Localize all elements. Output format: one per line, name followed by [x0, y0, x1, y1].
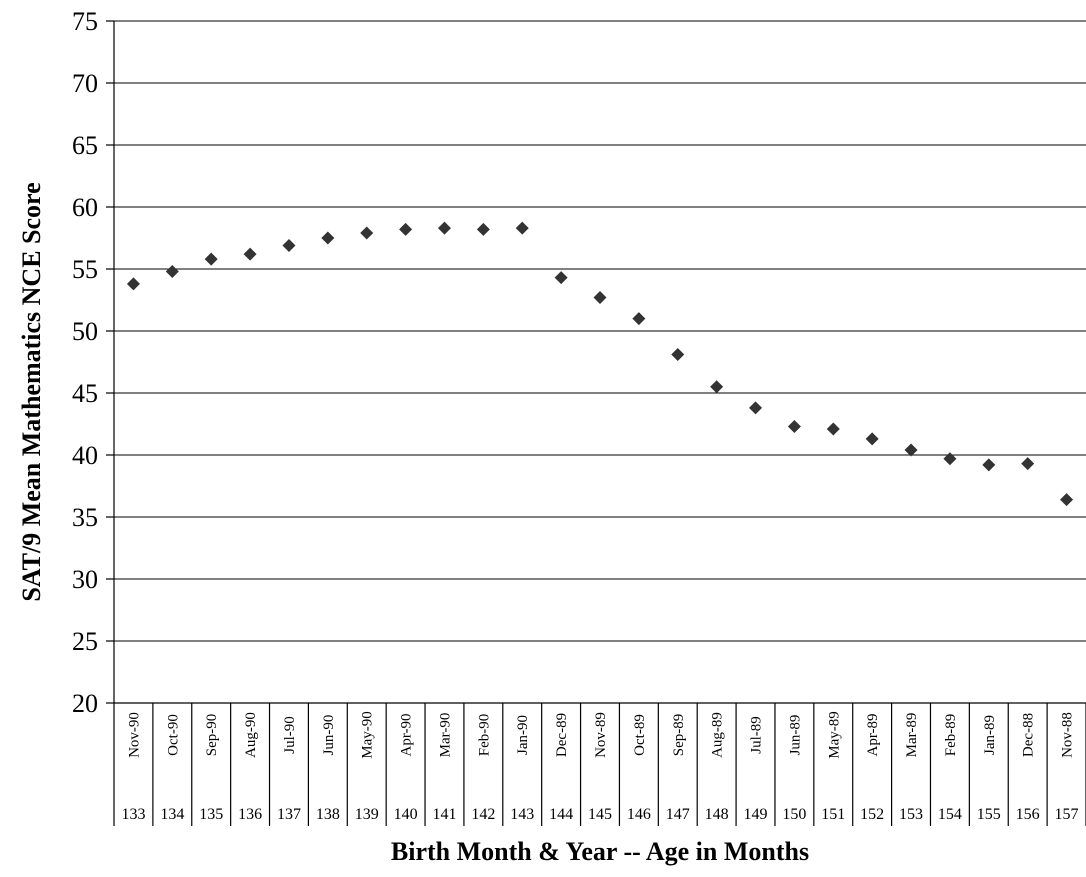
data-point — [126, 277, 140, 291]
data-point — [671, 348, 685, 362]
x-tick-label-age: 147 — [666, 806, 690, 823]
x-tick-label-month: Feb-90 — [476, 714, 492, 757]
x-tick-label-age: 148 — [705, 806, 729, 823]
data-point — [826, 422, 840, 436]
x-tick-label-age: 133 — [121, 806, 145, 823]
x-tick-label-month: Apr-89 — [865, 713, 881, 756]
x-tick-label-month: Mar-90 — [437, 713, 453, 758]
x-tick-label-age: 153 — [899, 806, 923, 823]
x-tick-label-age: 141 — [432, 806, 456, 823]
x-tick-label-month: Aug-89 — [710, 712, 726, 758]
x-tick-label-age: 142 — [471, 806, 495, 823]
data-point — [904, 443, 918, 457]
y-tick-labels: 20 25 30 35 40 45 50 55 60 65 70 75 — [72, 7, 98, 718]
x-tick-label-month: Jan-89 — [982, 715, 998, 755]
data-point — [399, 222, 413, 236]
x-tick-label-month: Feb-89 — [943, 714, 959, 757]
data-point — [865, 432, 879, 446]
data-point — [1060, 493, 1074, 507]
data-point — [282, 238, 296, 252]
data-point — [165, 264, 179, 278]
data-point — [943, 452, 957, 466]
data-point — [710, 380, 724, 394]
data-point — [476, 222, 490, 236]
data-point — [1021, 457, 1035, 471]
y-tick-label: 70 — [72, 69, 98, 98]
x-tick-label-month: Oct-90 — [165, 714, 181, 756]
x-tick-label-age: 143 — [510, 806, 534, 823]
x-tick-label-age: 138 — [316, 806, 340, 823]
x-tick-label-month: Dec-88 — [1021, 713, 1037, 757]
x-tick-label-age: 139 — [355, 806, 379, 823]
x-tick-label-month: Sep-89 — [671, 714, 687, 757]
x-tick-label-age: 145 — [588, 806, 612, 823]
data-point — [787, 419, 801, 433]
y-tick-label: 60 — [72, 193, 98, 222]
x-tick-label-month: Apr-90 — [399, 713, 415, 756]
x-tick-label-month: Jul-90 — [282, 716, 298, 754]
x-tick-label-age: 146 — [627, 806, 651, 823]
gridlines — [106, 20, 1086, 704]
data-point — [437, 221, 451, 235]
x-tick-label-age: 136 — [238, 806, 262, 823]
x-tick-label-month: May-90 — [360, 711, 376, 759]
x-tick-label-month: Sep-90 — [204, 714, 220, 757]
x-tick-label-month: Aug-90 — [243, 712, 259, 758]
x-tick-label-month: Mar-89 — [904, 713, 920, 758]
data-point — [515, 221, 529, 235]
y-tick-label: 25 — [72, 627, 98, 656]
x-tick-label-month: May-89 — [826, 711, 842, 759]
x-tick-label-month: Jan-90 — [515, 715, 531, 755]
x-tick-label-month: Oct-89 — [632, 714, 648, 756]
y-tick-label: 45 — [72, 379, 98, 408]
x-tick-label-month: Dec-89 — [554, 713, 570, 757]
data-point — [982, 458, 996, 472]
y-tick-label: 20 — [72, 689, 98, 718]
x-tick-label-age: 149 — [744, 806, 768, 823]
x-tick-label-month: Nov-90 — [126, 712, 142, 758]
x-tick-label-age: 137 — [277, 806, 301, 823]
data-point — [243, 247, 257, 261]
y-axis-title: SAT/9 Mean Mathematics NCE Score — [17, 182, 46, 601]
x-tick-label-age: 151 — [821, 806, 845, 823]
y-tick-label: 30 — [72, 565, 98, 594]
y-tick-label: 40 — [72, 441, 98, 470]
x-tick-label-month: Jul-89 — [749, 716, 765, 754]
x-tick-label-age: 157 — [1055, 806, 1079, 823]
x-tick-label-age: 134 — [160, 806, 184, 823]
x-axis-title: Birth Month & Year -- Age in Months — [391, 837, 809, 866]
y-tick-label: 55 — [72, 255, 98, 284]
x-category-labels: Nov-90 133 Oct-90 134 Sep-90 135 Aug-90 136 Jul-… — [113, 703, 1086, 826]
x-tick-label-age: 156 — [1016, 806, 1040, 823]
data-points — [126, 221, 1074, 507]
x-tick-label-age: 152 — [860, 806, 884, 823]
y-tick-label: 35 — [72, 503, 98, 532]
data-point — [632, 312, 646, 326]
x-tick-label-age: 155 — [977, 806, 1001, 823]
x-tick-label-age: 144 — [549, 806, 573, 823]
data-point — [360, 226, 374, 240]
x-tick-label-month: Nov-89 — [593, 712, 609, 758]
data-point — [593, 291, 607, 305]
data-point — [554, 271, 568, 285]
y-tick-label: 75 — [72, 7, 98, 36]
x-tick-label-month: Nov-88 — [1060, 712, 1076, 758]
y-tick-label: 50 — [72, 317, 98, 346]
data-point — [204, 252, 218, 266]
x-tick-label-month: Jun-90 — [321, 715, 337, 756]
y-tick-label: 65 — [72, 131, 98, 160]
data-point — [749, 401, 763, 415]
data-point — [321, 231, 335, 245]
x-tick-label-age: 150 — [782, 806, 806, 823]
axes — [113, 21, 1086, 704]
x-tick-label-age: 154 — [938, 806, 962, 823]
x-tick-label-age: 140 — [394, 806, 418, 823]
x-tick-label-month: Jun-89 — [787, 715, 803, 756]
x-tick-label-age: 135 — [199, 806, 223, 823]
